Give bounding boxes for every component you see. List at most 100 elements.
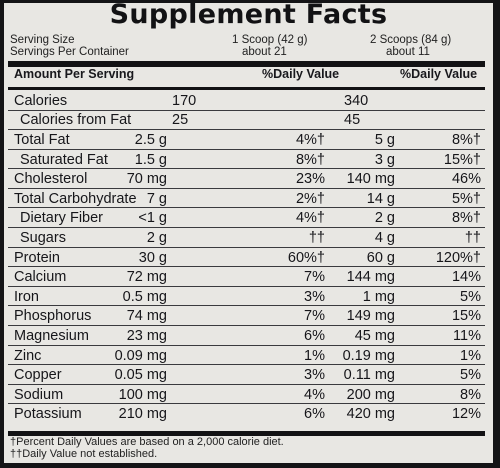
nutrient-amount-col1: 2.5 g [134, 132, 167, 148]
nutrient-label: Cholesterol [14, 171, 88, 188]
nutrient-amount-col2: 3 g [374, 151, 395, 168]
nutrient-amount-col2: 0.11 mg [343, 367, 395, 384]
nutrient-row: Total Fat 2.5 g 4%† 5 g 8%† [14, 130, 485, 150]
nutrient-amount-col1: <1 g [138, 210, 167, 227]
nutrient-amount-col1: 0.09 mg [114, 347, 167, 364]
servings-col2: about 11 [386, 46, 430, 58]
nutrient-label: Copper [14, 367, 62, 384]
footnote-not-established: ††Daily Value not established. [10, 448, 158, 460]
nutrient-dv-col2: 12% [451, 406, 481, 423]
nutrient-dv-col2: 8% [460, 386, 481, 403]
nutrient-row: Iron 0.5 mg 3% 1 mg 5% [14, 287, 485, 307]
nutrient-row: Sugars 2 g †† 4 g †† [14, 228, 485, 248]
nutrient-label: Total Carbohydrate [14, 190, 137, 207]
nutrient-row: Sodium 100 mg 4% 200 mg 8% [14, 385, 485, 405]
nutrient-amount-col1: 70 mg [126, 171, 167, 188]
nutrient-label: Iron [14, 288, 39, 305]
calorie-label: Calories from Fat [20, 112, 132, 128]
nutrient-amount-col2: 60 g [366, 249, 395, 266]
nutrient-row: Potassium 210 mg 6% 420 mg 12% [14, 404, 485, 424]
nutrient-row: Protein 30 g 60%† 60 g 120%† [14, 248, 485, 268]
nutrient-amount-col1: 1.5 g [134, 151, 167, 168]
nutrient-dv-col2: 8%† [451, 132, 481, 148]
nutrient-dv-col1: 3% [304, 288, 325, 305]
nutrient-dv-col1: 4%† [295, 210, 325, 227]
nutrient-row: Zinc 0.09 mg 1% 0.19 mg 1% [14, 346, 485, 366]
nutrient-dv-col2: 11% [453, 328, 481, 344]
nutrient-amount-col2: 2 g [374, 210, 395, 227]
serving-size-label: Serving Size [10, 34, 75, 46]
row-divider [8, 266, 485, 267]
supplement-facts-panel: Supplement Facts Serving Size 1 Scoop (4… [4, 0, 493, 463]
nutrient-row: Dietary Fiber <1 g 4%† 2 g 8%† [14, 208, 485, 228]
nutrient-dv-col2: 15%† [443, 151, 481, 168]
footnote-dv: †Percent Daily Values are based on a 2,0… [10, 436, 284, 448]
nutrient-amount-col2: 4 g [374, 230, 395, 246]
row-divider [8, 129, 485, 130]
row-divider [8, 110, 485, 111]
nutrient-amount-col2: 45 mg [354, 328, 395, 344]
servings-per-container-label: Servings Per Container [10, 46, 129, 58]
row-divider [8, 227, 485, 228]
nutrient-amount-col2: 0.19 mg [342, 347, 395, 364]
calorie-row: Calories 170 340 [14, 91, 485, 111]
nutrient-dv-col1: 7% [304, 308, 325, 325]
nutrient-dv-col2: 120%† [435, 249, 481, 266]
nutrient-label: Dietary Fiber [20, 210, 103, 227]
nutrient-amount-col2: 420 mg [346, 406, 395, 423]
nutrient-dv-col1: 6% [304, 328, 325, 344]
divider-footer [8, 431, 485, 436]
table-header: Amount Per Serving %Daily Value %Daily V… [14, 67, 483, 83]
calorie-label: Calories [14, 93, 68, 109]
nutrient-row: Saturated Fat 1.5 g 8%† 3 g 15%† [14, 150, 485, 170]
row-divider [8, 149, 485, 150]
nutrient-dv-col1: 4% [304, 386, 325, 403]
nutrient-amount-col1: 23 mg [126, 328, 167, 344]
serving-size-row: Serving Size 1 Scoop (42 g) 2 Scoops (84… [10, 34, 481, 47]
nutrient-amount-col2: 144 mg [346, 269, 395, 286]
row-divider [8, 286, 485, 287]
calorie-value-col1: 25 [172, 112, 189, 128]
nutrient-dv-col2: 14% [451, 269, 481, 286]
divider-thick [8, 61, 485, 67]
nutrient-row: Calcium 72 mg 7% 144 mg 14% [14, 267, 485, 287]
nutrient-dv-col2: †† [464, 230, 481, 246]
nutrient-label: Magnesium [14, 328, 89, 344]
nutrient-amount-col1: 0.05 mg [114, 367, 167, 384]
servings-per-container-row: Servings Per Container about 21 about 11 [10, 46, 481, 59]
nutrient-dv-col1: 3% [304, 367, 325, 384]
servings-col1: about 21 [242, 46, 287, 58]
row-divider [8, 305, 485, 306]
nutrient-row: Copper 0.05 mg 3% 0.11 mg 5% [14, 365, 485, 385]
nutrient-amount-col2: 14 g [366, 190, 395, 207]
nutrient-row: Total Carbohydrate 7 g 2%† 14 g 5%† [14, 189, 485, 209]
nutrient-amount-col2: 200 mg [346, 386, 395, 403]
nutrient-dv-col1: 6% [304, 406, 325, 423]
calorie-value-col1: 170 [172, 93, 197, 109]
nutrient-label: Potassium [14, 406, 82, 423]
row-divider [8, 364, 485, 365]
nutrient-label: Total Fat [14, 132, 70, 148]
nutrient-dv-col1: 7% [304, 269, 325, 286]
nutrient-amount-col1: 72 mg [126, 269, 167, 286]
daily-value-header-col1: %Daily Value [262, 67, 340, 81]
nutrient-label: Sugars [20, 230, 66, 246]
nutrient-dv-col2: 8%† [451, 210, 481, 227]
row-divider [8, 345, 485, 346]
nutrient-row: Phosphorus 74 mg 7% 149 mg 15% [14, 306, 485, 326]
nutrient-amount-col1: 74 mg [126, 308, 167, 325]
nutrient-amount-col1: 30 g [138, 249, 167, 266]
nutrient-amount-col1: 0.5 mg [122, 288, 167, 305]
nutrient-dv-col2: 1% [460, 347, 481, 364]
row-divider [8, 188, 485, 189]
nutrient-dv-col2: 46% [451, 171, 481, 188]
nutrient-row: Magnesium 23 mg 6% 45 mg 11% [14, 326, 485, 346]
nutrient-dv-col1: 2%† [295, 190, 325, 207]
row-divider [8, 247, 485, 248]
nutrient-amount-col1: 2 g [146, 230, 167, 246]
panel-title: Supplement Facts [109, 0, 388, 30]
row-divider [8, 168, 485, 169]
nutrient-label: Protein [14, 249, 60, 266]
divider-header [8, 87, 485, 90]
nutrient-amount-col1: 100 mg [118, 386, 167, 403]
